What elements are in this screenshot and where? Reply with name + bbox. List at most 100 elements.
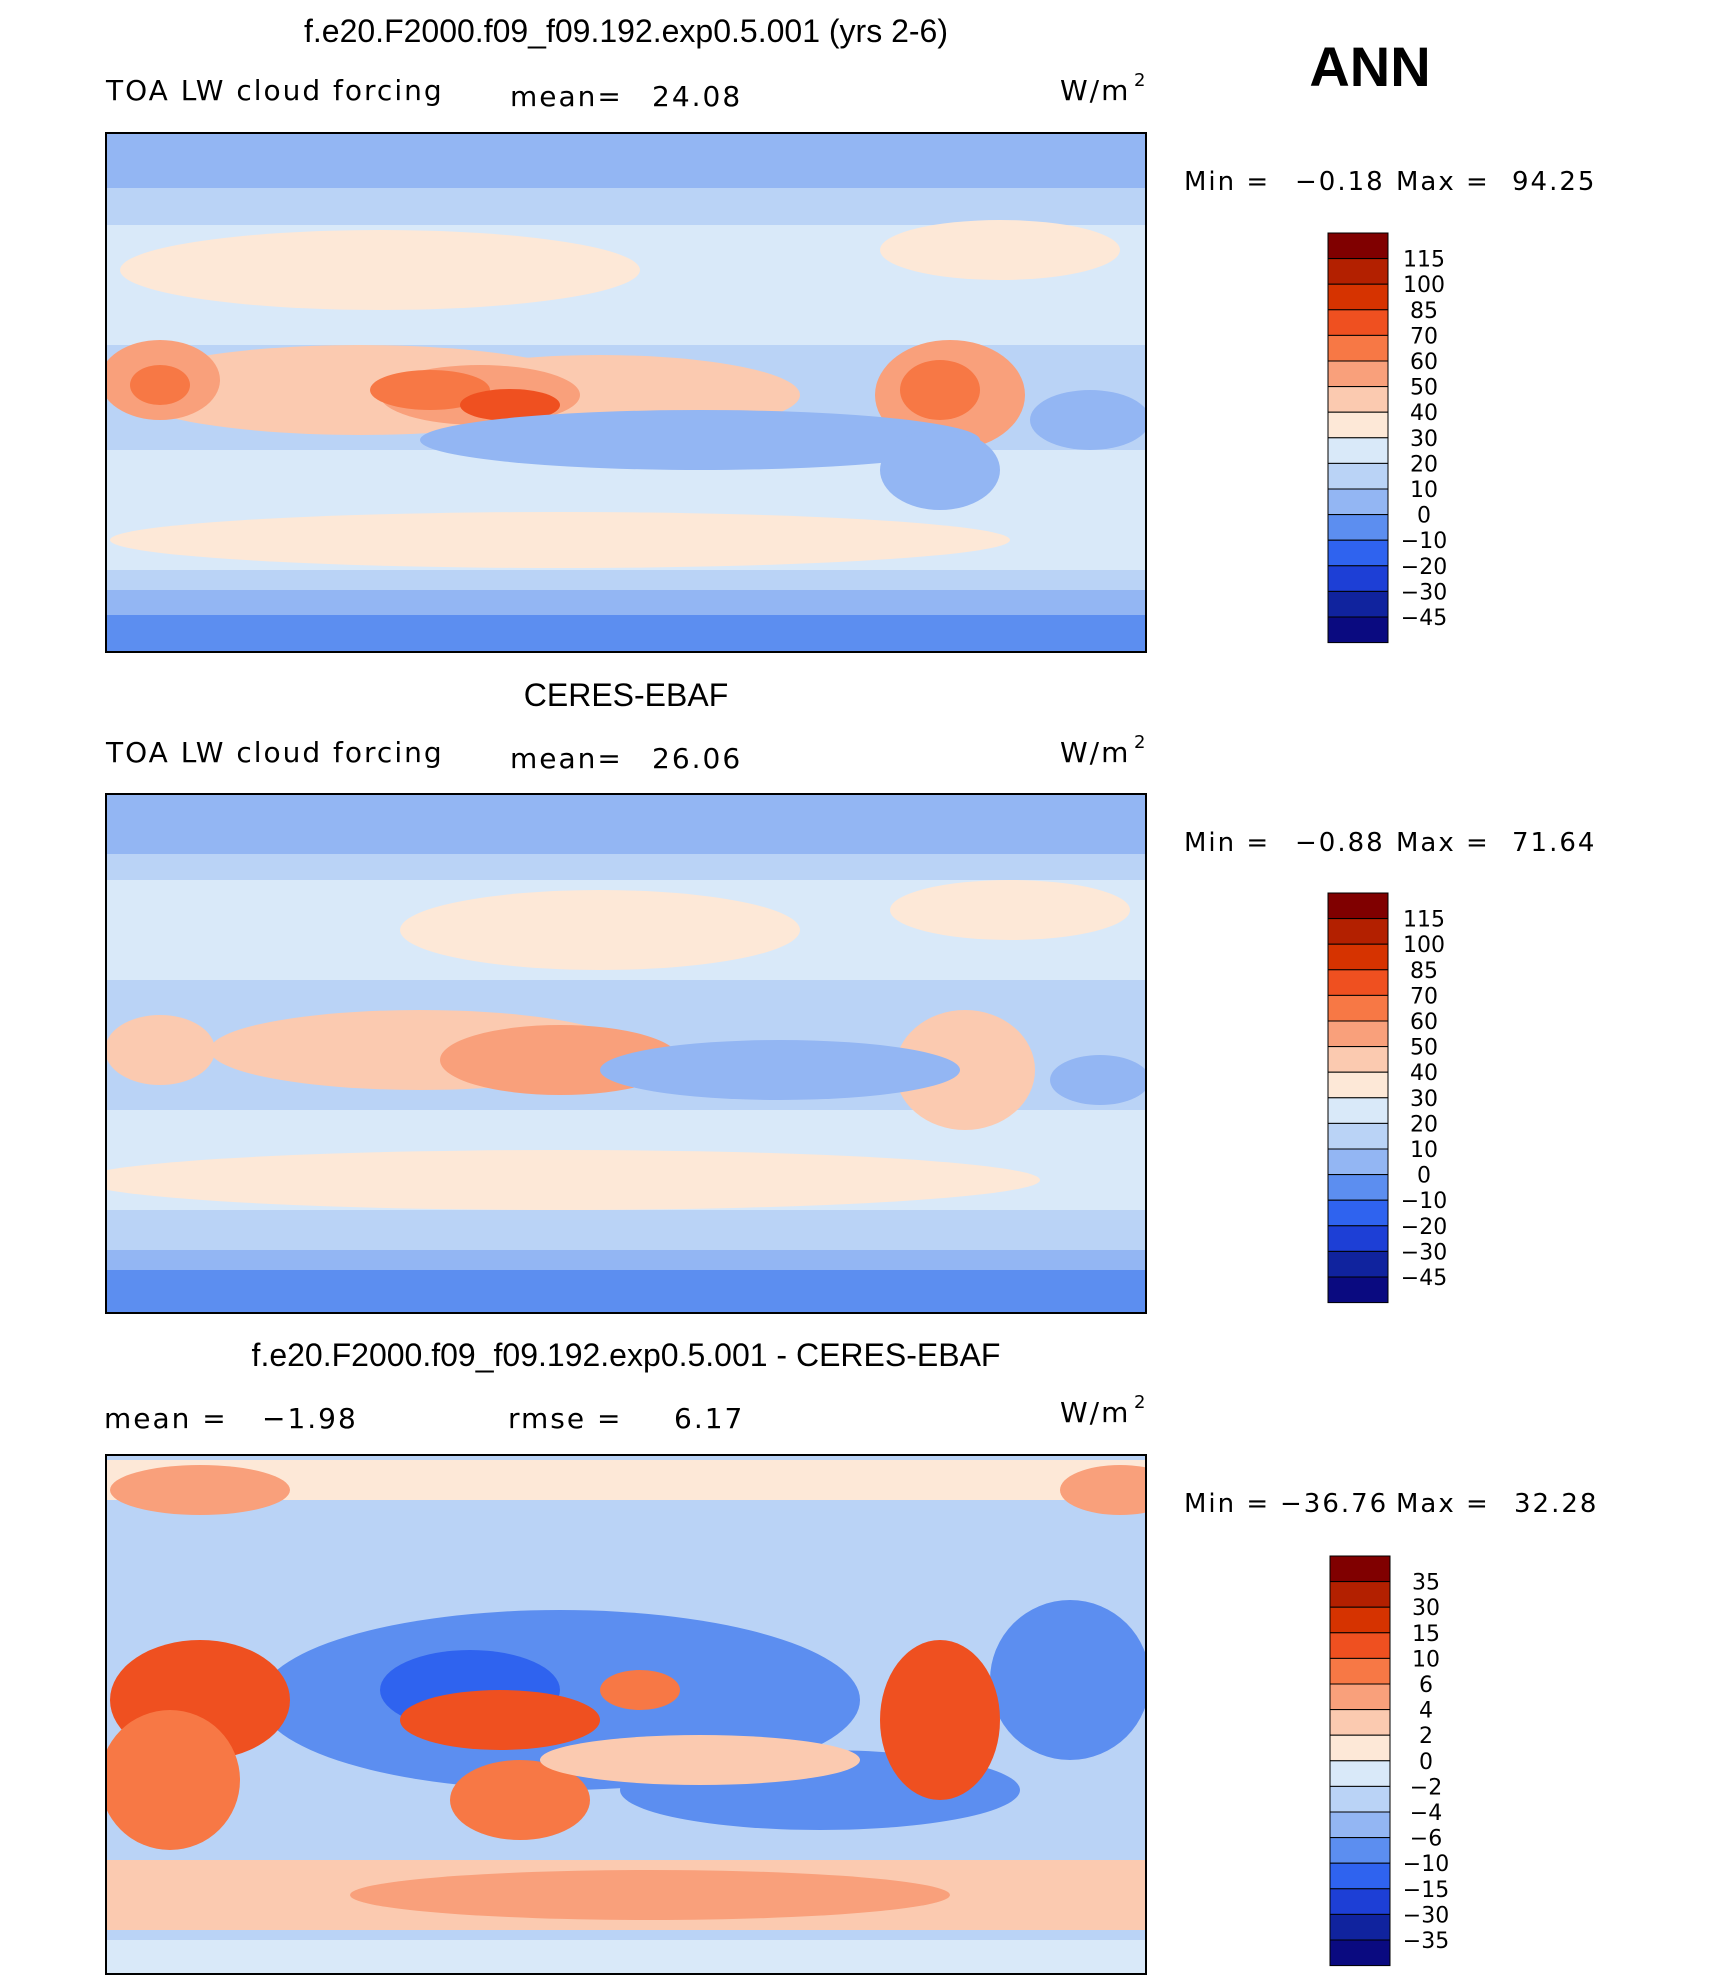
max-value: 94.25 — [1512, 167, 1596, 197]
colorbar-swatch — [1327, 1199, 1389, 1227]
colorbar-swatch — [1329, 1939, 1391, 1967]
colorbar-tick-label: −10 — [1401, 1189, 1447, 1214]
colorbar-swatch — [1327, 258, 1389, 285]
colorbar-swatch — [1327, 969, 1389, 996]
colorbar-swatch — [1327, 1097, 1389, 1124]
colorbar-tick-label: −2 — [1410, 1775, 1442, 1800]
max-value: 71.64 — [1512, 828, 1596, 858]
colorbar-swatch — [1329, 1837, 1391, 1864]
colorbar-swatch — [1327, 1020, 1389, 1048]
map-frame — [105, 793, 1147, 1314]
colorbar-tick-label: 60 — [1410, 1010, 1438, 1035]
season-label: ANN — [1309, 35, 1430, 98]
colorbar-tick-label: −6 — [1410, 1827, 1442, 1852]
colorbar-tick-label: 4 — [1419, 1699, 1433, 1724]
colorbar-swatch — [1327, 334, 1389, 362]
colorbar-swatch — [1327, 994, 1389, 1022]
map-plot — [106, 1455, 1146, 1974]
units-exponent: 2 — [1134, 732, 1145, 753]
colorbar-tick-label: 2 — [1419, 1724, 1433, 1749]
colorbar-swatch — [1327, 1148, 1389, 1176]
colorbar-swatch — [1327, 514, 1389, 541]
colorbar-swatch — [1327, 360, 1389, 388]
colorbar-swatch — [1327, 943, 1389, 971]
colorbar-tick-label: −10 — [1403, 1852, 1449, 1877]
map-frame — [105, 1454, 1147, 1975]
colorbar-tick-label: 30 — [1410, 1087, 1438, 1112]
colorbar-tick-label: 115 — [1403, 908, 1445, 933]
units-exponent: 2 — [1134, 70, 1145, 91]
colorbar-tick-label: −4 — [1410, 1801, 1442, 1826]
colorbar-swatch — [1327, 1046, 1389, 1073]
colorbar-tick-label: 85 — [1410, 299, 1438, 324]
colorbar-tick-label: −15 — [1403, 1878, 1449, 1903]
colorbar-tick-label: 0 — [1417, 504, 1431, 529]
colorbar-swatch — [1327, 1071, 1389, 1099]
colorbar-tick-label: 30 — [1412, 1596, 1440, 1621]
colorbar-swatch — [1327, 616, 1389, 644]
colorbar-swatch — [1327, 309, 1389, 336]
panel-observation: CERES-EBAF TOA LW cloud forcing mean= 26… — [105, 677, 1596, 1314]
panel-difference: f.e20.F2000.f09_f09.192.exp0.5.001 - CER… — [104, 1337, 1598, 1975]
colorbar-tick-label: 50 — [1410, 1036, 1438, 1061]
colorbar-swatch — [1327, 918, 1389, 945]
colorbar-swatch — [1327, 539, 1389, 567]
units-label: W/m 2 — [1060, 70, 1145, 107]
colorbar-swatch — [1329, 1811, 1391, 1839]
colorbar-tick-label: 70 — [1410, 984, 1438, 1009]
max-label: Max = — [1396, 828, 1490, 858]
panel-model: f.e20.F2000.f09_f09.192.exp0.5.001 (yrs … — [105, 13, 1596, 653]
colorbar-swatch — [1327, 1276, 1389, 1304]
colorbar-swatch — [1327, 1122, 1389, 1150]
colorbar-swatch — [1327, 488, 1389, 516]
units-exponent: 2 — [1134, 1392, 1145, 1413]
colorbar-tick-label: −30 — [1401, 580, 1447, 605]
colorbar-tick-label: 10 — [1410, 478, 1438, 503]
colorbar-swatch — [1327, 386, 1389, 413]
units-label: W/m 2 — [1060, 1392, 1145, 1429]
colorbar-swatch — [1329, 1760, 1391, 1787]
min-label: Min = — [1184, 1489, 1270, 1519]
colorbar-tick-label: −10 — [1401, 529, 1447, 554]
max-label: Max = — [1396, 167, 1490, 197]
colorbar-swatch — [1329, 1709, 1391, 1736]
colorbar-tick-label: 30 — [1410, 427, 1438, 452]
variable-label: TOA LW cloud forcing — [105, 736, 444, 769]
mean-value: −1.98 — [262, 1402, 358, 1435]
min-value: −0.88 — [1295, 828, 1385, 858]
colorbar-tick-label: −30 — [1403, 1903, 1449, 1928]
colorbar-swatch — [1329, 1581, 1391, 1608]
panel-title: f.e20.F2000.f09_f09.192.exp0.5.001 - CER… — [252, 1337, 1001, 1373]
colorbar-tick-label: 50 — [1410, 376, 1438, 401]
panel-title: f.e20.F2000.f09_f09.192.exp0.5.001 (yrs … — [304, 13, 948, 49]
colorbar-tick-label: 60 — [1410, 350, 1438, 375]
colorbar-tick-label: 10 — [1410, 1138, 1438, 1163]
colorbar-tick-label: 70 — [1410, 324, 1438, 349]
min-value: −0.18 — [1295, 167, 1385, 197]
mean-value: 24.08 — [652, 80, 742, 113]
colorbar-swatch — [1329, 1632, 1391, 1659]
rmse-value: 6.17 — [674, 1402, 744, 1435]
colorbar-swatch — [1329, 1888, 1391, 1915]
colorbar-tick-label: −45 — [1401, 1266, 1447, 1291]
colorbar-tick-label: 20 — [1410, 452, 1438, 477]
colorbar-tick-label: 100 — [1403, 933, 1445, 958]
units-text: W/m — [1060, 1396, 1130, 1429]
min-value: −36.76 — [1280, 1489, 1388, 1519]
colorbar-tick-label: −20 — [1401, 555, 1447, 580]
colorbar-swatch — [1327, 892, 1389, 920]
colorbar-tick-label: −45 — [1401, 606, 1447, 631]
colorbar-tick-label: 0 — [1419, 1750, 1433, 1775]
mean-label: mean= — [510, 80, 623, 113]
colorbar-tick-label: −20 — [1401, 1215, 1447, 1240]
min-label: Min = — [1184, 828, 1270, 858]
max-value: 32.28 — [1514, 1489, 1598, 1519]
colorbar-tick-label: 10 — [1412, 1647, 1440, 1672]
map-plot — [106, 133, 1146, 652]
colorbar-swatch — [1329, 1734, 1391, 1762]
min-label: Min = — [1184, 167, 1270, 197]
colorbar-swatch — [1327, 411, 1389, 439]
